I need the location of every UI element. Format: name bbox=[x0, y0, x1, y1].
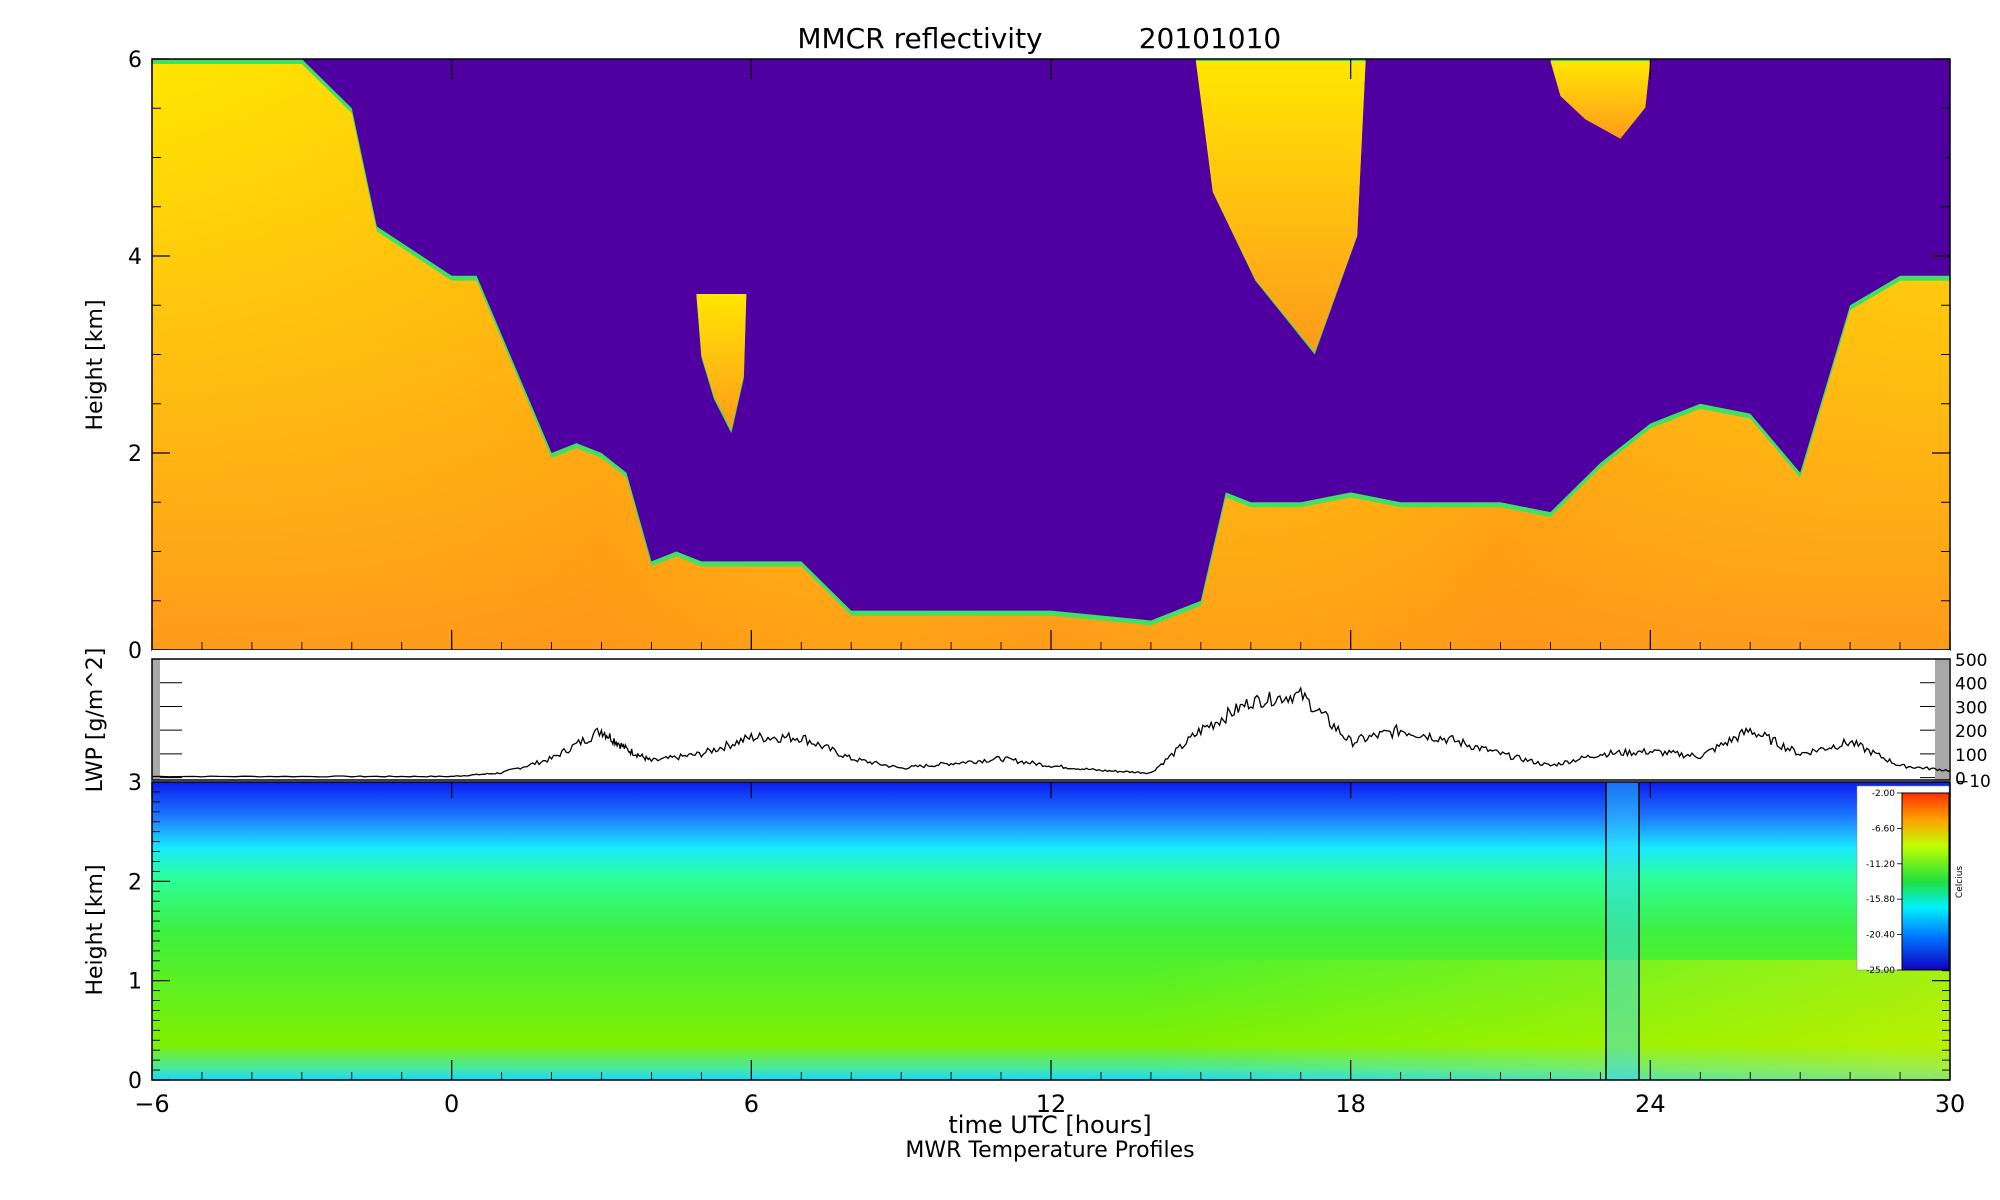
bot-ytick-label: 2 bbox=[128, 870, 142, 895]
lwp-right-gray-bar bbox=[1935, 659, 1949, 780]
lwp-ylabel: LWP [g/m^2] bbox=[83, 648, 108, 793]
colorbar-tick-label: -11.20 bbox=[1866, 860, 1895, 870]
lwp-ytick-label: 0 bbox=[1955, 770, 1966, 790]
colorbar-label: Celcius bbox=[1955, 866, 1965, 898]
x-tick-label: 6 bbox=[744, 1090, 759, 1118]
top-ytick-label: 0 bbox=[128, 639, 142, 664]
chart-date: 20101010 bbox=[1139, 22, 1282, 55]
temperature-colorbar: -2.00 -6.60 -11.20 -15.80 -20.40 -25.00 Celci… bbox=[1856, 785, 1965, 976]
x-tick-label: −6 bbox=[134, 1090, 169, 1118]
colorbar-tick-label: -25.00 bbox=[1866, 966, 1895, 976]
colorbar-tick-label: -20.40 bbox=[1866, 931, 1895, 941]
reflectivity-panel: 0 2 4 6 Height [km] bbox=[83, 48, 1951, 664]
bot-ytick-label: 3 bbox=[128, 771, 142, 796]
lwp-ytick-label: 300 bbox=[1955, 698, 1987, 718]
bot-ytick-label: 0 bbox=[128, 1069, 142, 1094]
colorbar-tick-label: -15.80 bbox=[1866, 895, 1895, 905]
cloud-texture-lower bbox=[152, 64, 1950, 650]
upper-cloud-0 bbox=[1195, 61, 1366, 353]
x-tick-label: 12 bbox=[1036, 1090, 1067, 1118]
lwp-ytick-label: −10 bbox=[1955, 772, 1991, 792]
lwp-left-gray-bar bbox=[152, 659, 160, 780]
temperature-gap-marker bbox=[1606, 782, 1639, 1080]
upper-cloud-2 bbox=[696, 293, 747, 430]
colorbar-tick-label: -6.60 bbox=[1872, 824, 1896, 834]
bot-ytick-label: 1 bbox=[128, 970, 142, 995]
lwp-ytick-label: 100 bbox=[1955, 746, 1987, 766]
temperature-ylabel: Height [km] bbox=[83, 864, 108, 995]
top-ytick-label: 6 bbox=[128, 48, 142, 73]
x-tick-label: 24 bbox=[1635, 1090, 1666, 1118]
x-tick-label: 30 bbox=[1935, 1090, 1966, 1118]
lwp-ytick-label: 200 bbox=[1955, 722, 1987, 742]
lwp-ytick-label: 400 bbox=[1955, 675, 1987, 695]
time-x-axis: −6 0 6 12 18 24 30 bbox=[134, 59, 1965, 1118]
lwp-background bbox=[152, 659, 1950, 780]
upper-cloud-1 bbox=[1550, 61, 1651, 139]
lwp-frame bbox=[151, 658, 1951, 781]
x-tick-label: 0 bbox=[444, 1090, 459, 1118]
x-tick-label: 18 bbox=[1335, 1090, 1366, 1118]
reflectivity-ylabel: Height [km] bbox=[83, 299, 108, 430]
lwp-panel: 500 400 300 200 100 0−10 LWP [g/m^2] bbox=[83, 648, 1991, 793]
colorbar-gradient bbox=[1901, 792, 1950, 971]
x-axis-label: time UTC [hours] bbox=[948, 1111, 1151, 1139]
lwp-series-line bbox=[152, 686, 1950, 778]
lwp-ytick-label: 500 bbox=[1955, 651, 1987, 671]
lwp-y-axis: 500 400 300 200 100 0−10 bbox=[160, 651, 1991, 792]
colorbar-ticks: -2.00 -6.60 -11.20 -15.80 -20.40 -25.00 bbox=[1866, 789, 1902, 976]
chart-subtitle: MWR Temperature Profiles bbox=[905, 1138, 1194, 1163]
panel-separator bbox=[152, 650, 1950, 658]
colorbar-tick-label: -2.00 bbox=[1872, 789, 1896, 799]
chart-title: MMCR reflectivity bbox=[797, 22, 1042, 55]
reflectivity-cloud-layer bbox=[152, 59, 1950, 650]
top-ytick-label: 2 bbox=[128, 442, 142, 467]
top-ytick-label: 4 bbox=[128, 245, 142, 270]
